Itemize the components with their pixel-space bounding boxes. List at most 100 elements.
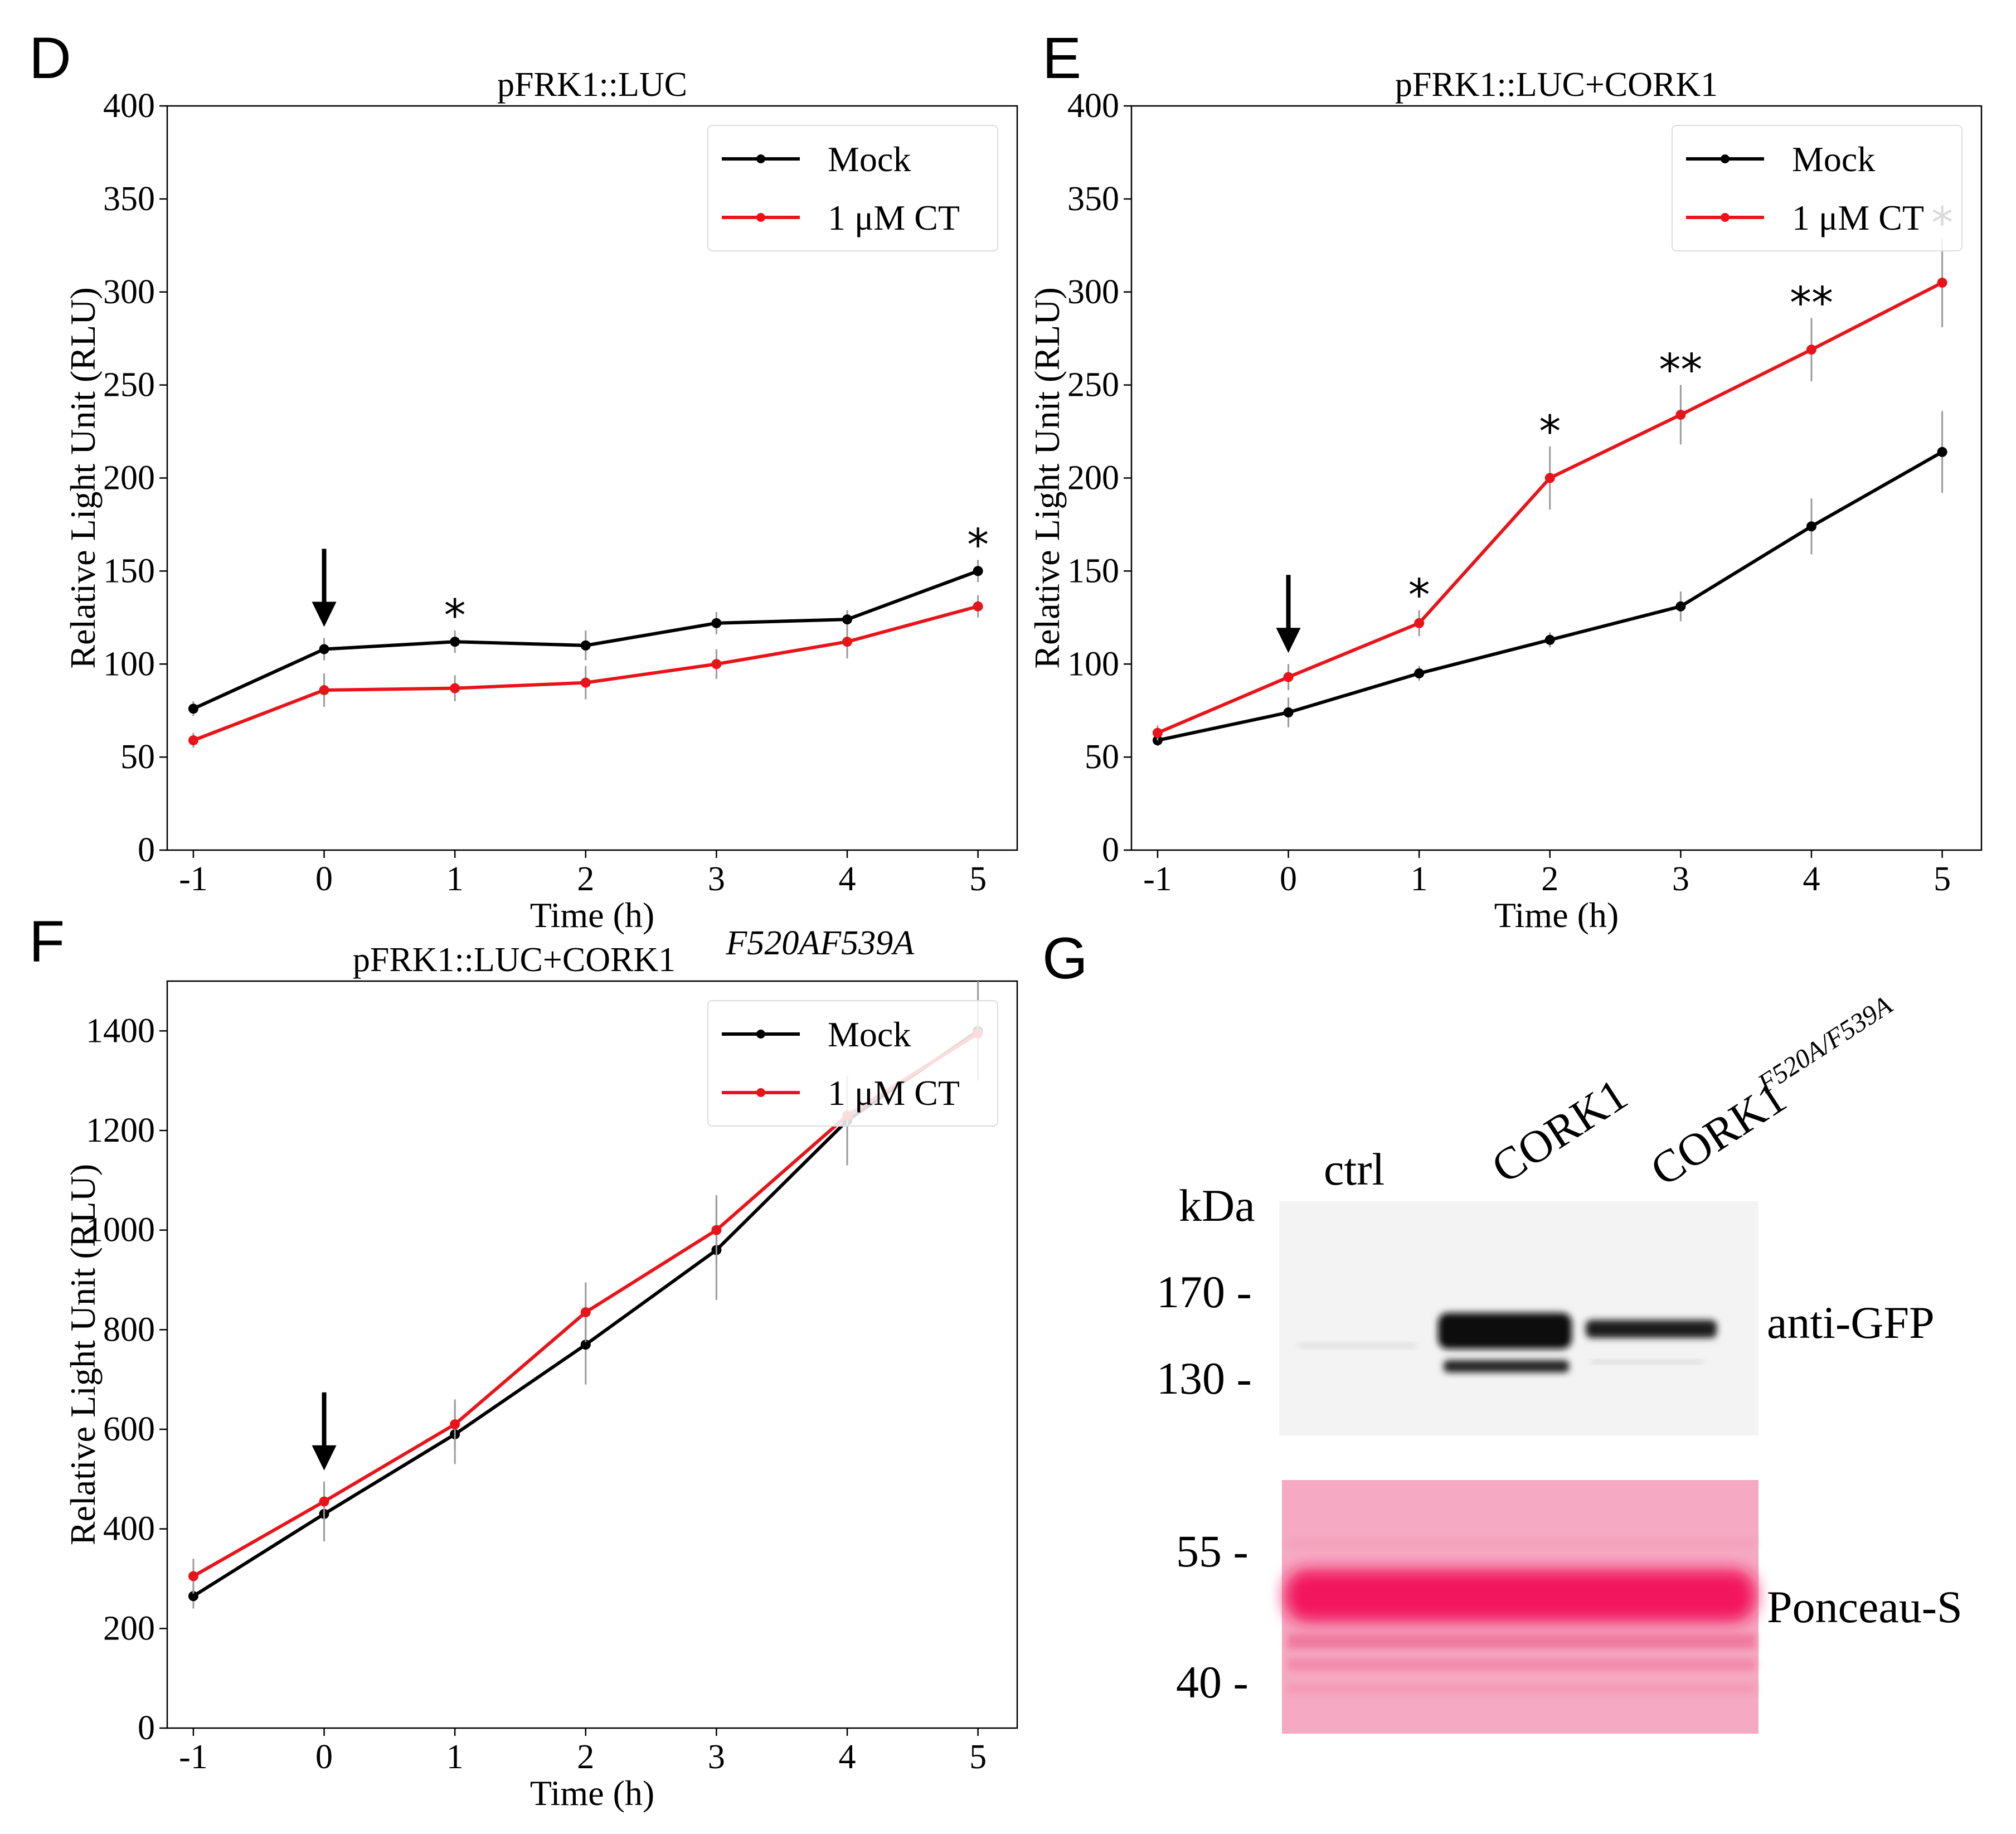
legend-label: Mock xyxy=(828,139,911,179)
y-tick-label: 300 xyxy=(103,273,155,311)
y-tick-label: 200 xyxy=(103,1609,155,1647)
lane-label-cork1-mutant: CORK1 F520A/F539A xyxy=(1641,990,1897,1196)
significance-marker: * xyxy=(967,520,989,570)
data-point xyxy=(1283,707,1294,718)
data-point xyxy=(188,1591,198,1602)
data-point xyxy=(188,735,198,746)
data-point xyxy=(450,683,460,693)
data-point xyxy=(973,601,983,612)
data-point xyxy=(1414,618,1425,628)
data-point xyxy=(1806,345,1816,355)
y-tick-label: 400 xyxy=(103,87,155,125)
data-point xyxy=(1937,278,1947,288)
data-point xyxy=(711,1225,722,1235)
y-tick-label: 600 xyxy=(103,1410,155,1448)
x-tick-label: 1 xyxy=(446,1738,464,1776)
y-tick-label: 800 xyxy=(103,1311,155,1348)
y-axis-label: Relative Light Unit (RLU) xyxy=(63,1164,103,1545)
legend-label: Mock xyxy=(828,1015,911,1054)
panel-letter-e: E xyxy=(1042,26,1081,91)
y-tick-label: 350 xyxy=(103,180,155,218)
y-tick-label: 50 xyxy=(1085,738,1119,776)
chart-title: pFRK1::LUC+CORK1 xyxy=(1395,66,1718,104)
data-point xyxy=(1152,727,1163,738)
x-tick-label: 0 xyxy=(1280,860,1297,898)
legend-marker xyxy=(756,154,765,163)
data-point xyxy=(1806,521,1816,532)
data-point xyxy=(711,618,722,628)
y-tick-label: 250 xyxy=(1067,366,1119,404)
x-tick-label: 2 xyxy=(1541,860,1558,898)
data-point xyxy=(580,677,591,688)
plot-frame xyxy=(166,980,1018,1729)
legend-label: 1 μM CT xyxy=(828,198,960,237)
panel-letter-g: G xyxy=(1042,926,1088,991)
y-tick-label: 1200 xyxy=(86,1112,155,1149)
legend-label: Mock xyxy=(1792,139,1875,179)
legend-box xyxy=(1672,125,1962,251)
marker-40: 40 - xyxy=(1176,1657,1249,1707)
x-tick-label: 0 xyxy=(315,1738,333,1776)
y-tick-label: 50 xyxy=(120,738,155,776)
legend: Mock 1 μM CT xyxy=(1672,125,1962,251)
legend-marker xyxy=(1721,154,1730,163)
y-tick-label: 0 xyxy=(138,1709,155,1747)
series-0 xyxy=(1152,411,1947,746)
x-tick-label: 4 xyxy=(839,860,856,898)
anti-gfp-blot-image xyxy=(1279,1201,1758,1435)
x-tick-label: 3 xyxy=(708,860,725,898)
data-point xyxy=(1414,668,1425,678)
series-1 xyxy=(188,595,983,748)
panel-letter-d: D xyxy=(29,26,71,91)
data-point xyxy=(188,1571,198,1581)
series-0 xyxy=(188,560,983,716)
y-tick-label: 400 xyxy=(1067,87,1119,125)
x-axis-label: Time (h) xyxy=(530,895,654,935)
significance-marker: ** xyxy=(1790,278,1833,328)
data-point xyxy=(319,644,329,654)
lane-label-cork1: CORK1 xyxy=(1483,1069,1636,1193)
significance-marker: * xyxy=(1539,407,1561,457)
legend-marker xyxy=(756,1088,765,1097)
x-tick-label: 3 xyxy=(708,1738,725,1776)
data-point xyxy=(188,703,198,714)
y-tick-label: 200 xyxy=(103,459,155,497)
significance-marker: ** xyxy=(1659,346,1702,396)
x-tick-label: 1 xyxy=(446,860,464,898)
y-tick-label: 150 xyxy=(103,552,155,590)
legend-marker xyxy=(756,213,765,222)
x-tick-label: 0 xyxy=(315,860,333,898)
data-point xyxy=(580,1340,591,1350)
chart-title: pFRK1::LUC xyxy=(497,66,687,104)
treatment-arrowhead xyxy=(312,601,337,627)
chart-e: pFRK1::LUC+CORK1050100150200250300350400… xyxy=(1027,66,1983,935)
marker-170: 170 - xyxy=(1157,1267,1252,1317)
x-axis-label: Time (h) xyxy=(530,1773,654,1813)
x-tick-label: 4 xyxy=(1803,860,1820,898)
ponceau-blot-image xyxy=(1282,1480,1758,1734)
ponceau-s-label: Ponceau-S xyxy=(1767,1581,1962,1632)
data-point xyxy=(1675,601,1686,612)
x-tick-label: 5 xyxy=(969,860,987,898)
legend-marker xyxy=(1721,213,1730,222)
legend-box xyxy=(707,125,998,251)
x-tick-label: -1 xyxy=(179,860,208,898)
data-point xyxy=(973,566,983,576)
legend-box xyxy=(707,1000,998,1127)
y-tick-label: 150 xyxy=(1067,552,1119,590)
lane-label-ctrl: ctrl xyxy=(1324,1144,1385,1195)
data-point xyxy=(1937,447,1947,457)
y-axis-label: Relative Light Unit (RLU) xyxy=(63,287,103,668)
x-tick-label: 4 xyxy=(839,1738,856,1776)
x-tick-label: 3 xyxy=(1672,860,1689,898)
y-tick-label: 0 xyxy=(1102,831,1119,869)
western-blot-panel: ctrl CORK1 CORK1 F520A/F539A kDa 170 - 1… xyxy=(1157,990,1962,1734)
legend-label: 1 μM CT xyxy=(1792,198,1924,237)
treatment-arrowhead xyxy=(1276,628,1301,653)
y-axis-label: Relative Light Unit (RLU) xyxy=(1027,287,1067,668)
x-tick-label: 1 xyxy=(1411,860,1428,898)
kda-label: kDa xyxy=(1179,1180,1255,1231)
chart-f: pFRK1::LUC+CORK1 F520AF539A02004006008001… xyxy=(63,924,1018,1813)
y-tick-label: 400 xyxy=(103,1510,155,1548)
